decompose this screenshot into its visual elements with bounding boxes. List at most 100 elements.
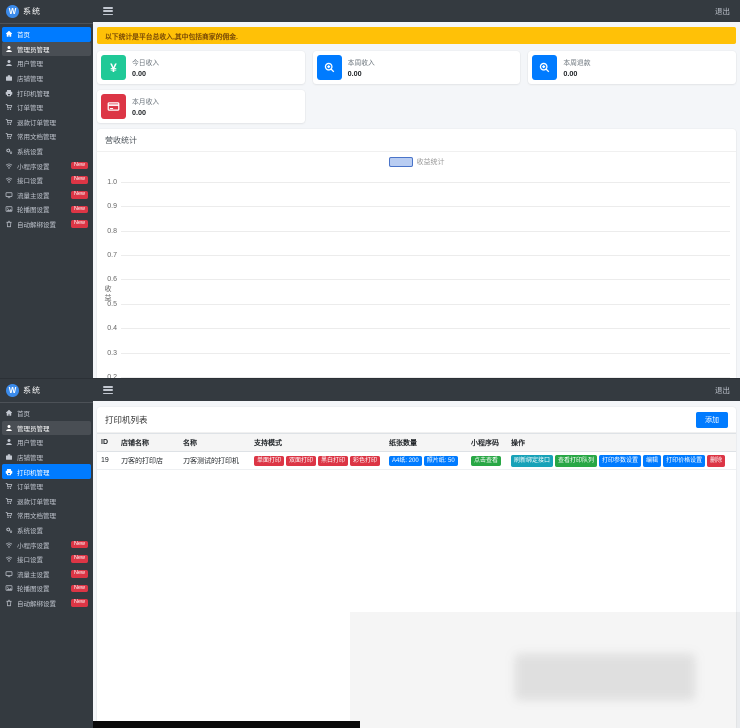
sidebar-item-user-manage[interactable]: 用户管理 [0,435,93,450]
cell-id: 19 [97,451,117,470]
chart-title: 营收统计 [97,129,736,152]
sidebar-item-api-settings[interactable]: 接口设置 New [0,173,93,188]
edit-button[interactable]: 编辑 [643,454,662,467]
sidebar-item-api-settings[interactable]: 接口设置 New [0,552,93,567]
col-id: ID [97,433,117,452]
gears-icon [5,147,13,155]
sidebar-item-docs-manage[interactable]: 常用文档管理 [0,508,93,523]
page-title: 打印机列表 [105,414,148,425]
view-print-queue-button[interactable]: 查看打印队列 [555,454,598,467]
bottom-black-strip [93,721,360,728]
col-paper: 纸张数量 [385,433,467,452]
new-badge: New [70,161,88,170]
sidebar-item-refund-order-manage[interactable]: 退款订单管理 [0,115,93,130]
stat-card-today-income: ¥ 今日收入 0.00 [97,51,305,84]
sidebar-item-shop-manage[interactable]: 店铺管理 [0,450,93,465]
sidebar-item-refund-order-manage[interactable]: 退款订单管理 [0,494,93,509]
wifi-icon [5,555,13,563]
shop-icon [5,453,13,461]
top-navbar: 退出 [93,379,740,401]
new-badge: New [70,176,88,184]
cell-shop-name: 刀客的打印店 [117,451,179,470]
zoom-icon [532,55,558,80]
new-badge: New [70,570,88,578]
wifi-icon [5,176,13,184]
top-navbar: 退出 [93,0,740,22]
print-price-button[interactable]: 打印价格设置 [663,454,706,467]
printer-list-screen: W 系统 首页 管理员管理 用户管理 店铺管理 打印机管理 订单管理 退款订单管… [0,378,740,728]
gears-icon [5,526,13,534]
refresh-bind-button[interactable]: 刷新绑定接口 [511,454,554,467]
sidebar-item-printer-manage[interactable]: 打印机管理 [0,85,93,100]
view-qrcode-link[interactable]: 点击查看 [471,455,502,466]
mode-badge: 双面打印 [286,455,317,466]
sidebar-menu: 首页 管理员管理 用户管理 店铺管理 打印机管理 订单管理 退款订单管理 常用文… [0,24,93,231]
sidebar-item-system-settings[interactable]: 系统设置 [0,523,93,538]
yen-icon: ¥ [101,55,126,80]
sidebar-item-home[interactable]: 首页 [2,27,91,42]
watermark-overlay [350,612,740,728]
delete-button[interactable]: 删除 [707,454,726,467]
print-params-button[interactable]: 打印参数设置 [599,454,642,467]
stat-card-week-refund: 本周退款 0.00 [528,51,737,84]
brand-title: 系统 [23,386,41,395]
cell-actions: 刷新绑定接口 查看打印队列 打印参数设置 编辑 打印价格设置 删除 [507,451,736,470]
sidebar-item-carousel-settings[interactable]: 轮播图设置 New [0,202,93,217]
app-logo-icon: W [6,5,19,18]
menu-toggle-icon[interactable] [103,7,113,15]
sidebar: W 系统 首页 管理员管理 用户管理 店铺管理 打印机管理 订单管理 退款订单管… [0,0,93,378]
brand[interactable]: W 系统 [0,0,93,24]
sidebar-item-shop-manage[interactable]: 店铺管理 [0,71,93,86]
sidebar-item-admin-manage[interactable]: 管理员管理 [2,420,91,436]
new-badge: New [70,220,88,228]
sidebar-item-auto-unbind-settings[interactable]: 自动解绑设置 New [0,217,93,232]
dashboard-screen: W 系统 首页 管理员管理 用户管理 店铺管理 打印机管理 订单管理 退款订单管… [0,0,740,378]
sidebar-item-admin-manage[interactable]: 管理员管理 [2,41,91,57]
home-icon [5,409,13,417]
dashboard-content: 以下统计是平台总收入,其中包括商家的佣金. ¥ 今日收入 0.00 本周收入 0.0… [93,22,740,378]
image-icon [5,205,13,213]
watermark-blob [515,654,695,700]
brand[interactable]: W 系统 [0,379,93,403]
mode-badge: 单面打印 [254,455,285,466]
printer-content: 打印机列表 添加 ID 店铺名称 名称 支持模式 纸张数量 小程序码 操作 [93,401,740,728]
stat-card-month-income: 本月收入 0.00 [97,90,305,123]
sidebar-item-order-manage[interactable]: 订单管理 [0,100,93,115]
credit-card-icon [101,94,126,119]
revenue-notice-banner: 以下统计是平台总收入,其中包括商家的佣金. [97,27,736,44]
table-header-row: ID 店铺名称 名称 支持模式 纸张数量 小程序码 操作 [97,433,736,452]
new-badge: New [70,540,88,549]
revenue-chart-card: 营收统计 收益统计 1.0 0.9 0.8 0.7 0.6 0.5 0.4 0.… [97,129,736,378]
cart-icon [5,103,13,111]
chart-legend[interactable]: 收益统计 [97,157,736,167]
mode-badge: 黑白打印 [318,455,349,466]
cell-modes: 单面打印 双面打印 黑白打印 彩色打印 [250,451,385,470]
tv-icon [5,191,13,199]
home-icon [5,30,13,38]
admin-icon [5,45,13,53]
stat-cards-row: ¥ 今日收入 0.00 本周收入 0.00 本周退款 0.00 [97,51,737,84]
sidebar-item-auto-unbind-settings[interactable]: 自动解绑设置 New [0,596,93,611]
menu-toggle-icon[interactable] [103,386,113,394]
admin-icon [5,424,13,432]
sidebar-item-user-manage[interactable]: 用户管理 [0,56,93,71]
sidebar-item-docs-manage[interactable]: 常用文档管理 [0,129,93,144]
sidebar-item-system-settings[interactable]: 系统设置 [0,144,93,159]
new-badge: New [70,205,88,214]
trash-icon [5,220,13,228]
image-icon [5,584,13,592]
sidebar-item-printer-manage[interactable]: 打印机管理 [2,464,91,479]
add-printer-button[interactable]: 添加 [696,411,728,428]
logout-link[interactable]: 退出 [715,6,730,16]
sidebar-item-miniapp-settings[interactable]: 小程序设置 New [0,537,93,552]
sidebar-item-carousel-settings[interactable]: 轮播图设置 New [0,581,93,596]
sidebar-item-traffic-settings[interactable]: 流量主设置 New [0,567,93,582]
sidebar-item-order-manage[interactable]: 订单管理 [0,479,93,494]
brand-title: 系统 [23,7,41,16]
sidebar-item-miniapp-settings[interactable]: 小程序设置 New [0,158,93,173]
logout-link[interactable]: 退出 [715,385,730,395]
legend-swatch-icon [388,157,413,167]
sidebar-item-home[interactable]: 首页 [0,406,93,421]
user-icon [5,438,13,446]
sidebar-item-traffic-settings[interactable]: 流量主设置 New [0,188,93,203]
